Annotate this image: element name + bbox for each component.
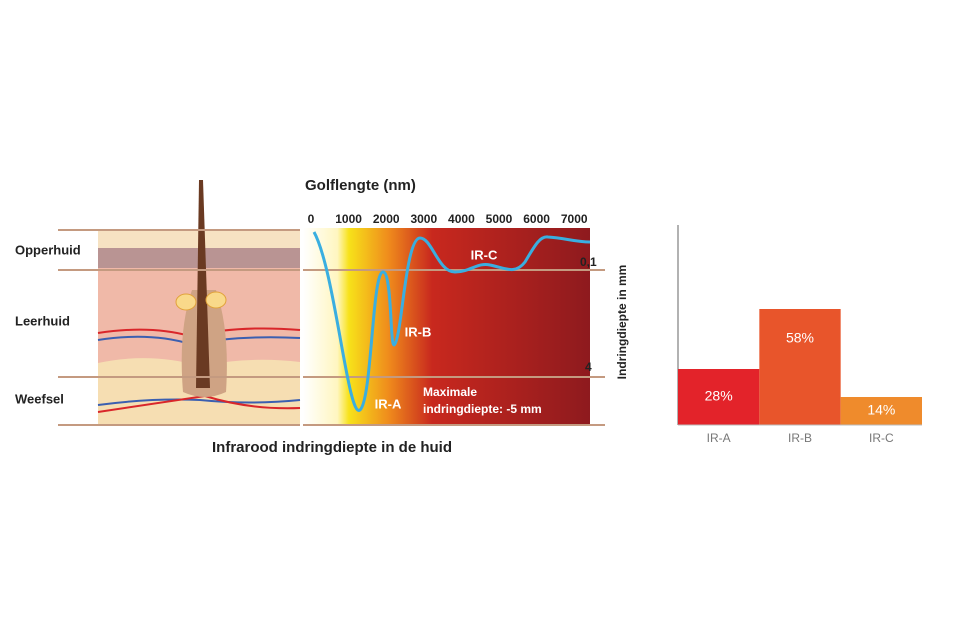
depth-lines [58,229,605,426]
band-label: IR-C [471,247,498,262]
y-axis-title: Indringdiepte in mm [615,265,629,380]
x-tick-label: 6000 [523,212,550,226]
value-label: 28% [705,388,733,404]
value-label: 58% [786,330,814,346]
skin-illustration [97,180,301,425]
band-label: IR-B [405,324,432,339]
note: indringdiepte: -5 mm [423,402,542,416]
x-tick-label: 5000 [486,212,513,226]
layer-label: Weefsel [15,391,64,406]
depth-label: 4 [585,360,592,374]
x-tick-label: 2000 [373,212,400,226]
x-tick-label: IR-A [707,431,731,445]
layer-label: Leerhuid [15,313,70,328]
x-tick-label: IR-B [788,431,812,445]
x-tick-label: 3000 [410,212,437,226]
bar [759,309,841,425]
x-tick-label: 0 [308,212,315,226]
x-tick-label: 7000 [561,212,588,226]
x-tick-label: IR-C [869,431,894,445]
value-label: 14% [867,402,895,418]
x-tick-label: 1000 [335,212,362,226]
x-tick-label: 4000 [448,212,475,226]
bar [678,369,760,425]
band-label: IR-A [375,396,402,411]
x-axis-title: Golflengte (nm) [305,177,416,194]
note: Maximale [423,385,477,399]
caption: Infrarood indringdiepte in de huid [212,439,452,456]
absorption-curve [312,231,591,412]
bar [840,397,922,425]
layer-label: Opperhuid [15,242,81,257]
depth-label: 0,1 [580,255,597,269]
